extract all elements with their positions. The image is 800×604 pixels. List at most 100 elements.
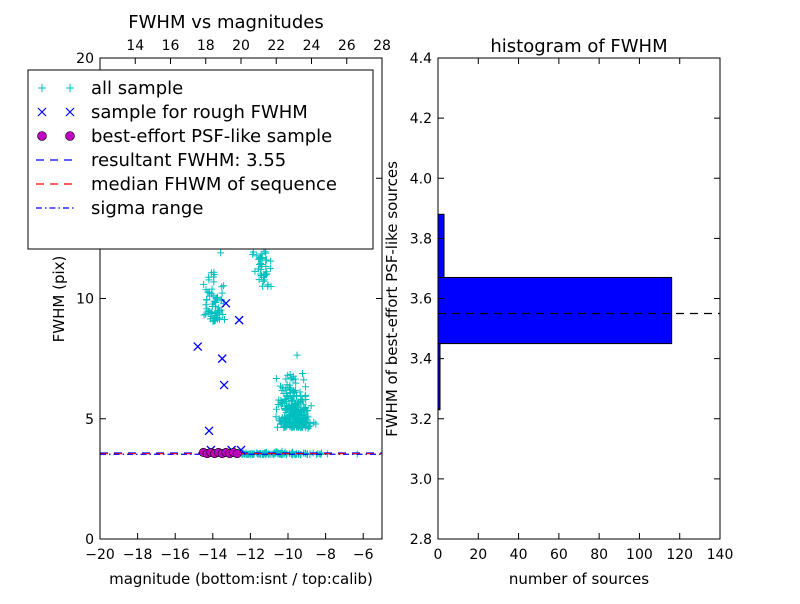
all-sample-point	[289, 422, 297, 430]
rough-sample-point	[219, 380, 229, 390]
all-sample-point	[295, 422, 303, 430]
y-tick-label: 2.8	[410, 532, 432, 548]
y-tick-label: 20	[76, 51, 94, 67]
left-chart: FWHM vs magnitudes −20 −18 −16 −14 −12 −10 −8 −…	[27, 12, 391, 588]
all-sample-point	[281, 423, 289, 431]
y-tick-label: 3.2	[410, 412, 432, 428]
y-tick-label: 4.4	[410, 51, 432, 67]
all-sample-point	[282, 418, 290, 426]
all-sample-point	[202, 301, 210, 309]
top-x-tick-label: 14	[126, 38, 144, 54]
y-tick-label: 10	[76, 292, 94, 308]
all-sample-point	[210, 278, 218, 286]
rough-sample-point	[193, 342, 203, 352]
x-tick-label: −16	[160, 547, 190, 563]
all-sample-point	[305, 423, 313, 431]
all-sample-point	[294, 418, 302, 426]
histogram-bar	[437, 276, 673, 345]
histogram-bars	[437, 213, 673, 411]
psf-sample-points	[198, 447, 242, 459]
left-top-axis-ticks: 14 16 18 20 22 24 26 28	[126, 38, 391, 64]
all-sample-point	[203, 295, 211, 303]
right-axis-ticks: 0 20 40 60 80 100 120 140 2.8 3.0 3.2 3.4 3.6 3.8 4.0 4…	[410, 51, 734, 563]
all-sample-point	[274, 423, 282, 431]
all-sample-point	[282, 409, 290, 417]
all-sample-point	[300, 407, 308, 415]
all-sample-point	[255, 260, 263, 268]
y-tick-label: 5	[85, 412, 94, 428]
legend: all sample sample for rough FWHM best-effo…	[27, 69, 374, 250]
all-sample-point	[284, 404, 292, 412]
psf-sample-point	[232, 449, 242, 459]
all-sample-point	[287, 396, 295, 404]
all-sample-point	[208, 308, 216, 316]
all-sample-point	[209, 300, 217, 308]
all-sample-point	[266, 264, 274, 272]
all-sample-point	[302, 414, 310, 422]
top-x-tick-label: 16	[162, 38, 180, 54]
legend-marker	[37, 107, 47, 117]
all-sample-point	[281, 395, 289, 403]
rough-sample-point	[217, 354, 227, 364]
x-tick-label: 120	[666, 547, 693, 563]
all-sample-point	[200, 311, 208, 319]
legend-marker	[66, 84, 74, 92]
rough-sample-point	[221, 298, 231, 308]
x-tick-label: −6	[353, 547, 374, 563]
all-sample-point	[298, 369, 306, 377]
x-tick-label: −18	[123, 547, 153, 563]
all-sample-point	[207, 312, 215, 320]
all-sample-point	[267, 282, 275, 290]
all-sample-point	[272, 413, 280, 421]
all-sample-point	[210, 270, 218, 278]
all-sample-point	[258, 282, 266, 290]
all-sample-point	[292, 379, 300, 387]
all-sample-point	[204, 307, 212, 315]
all-sample-point	[255, 255, 263, 263]
x-tick-label: 0	[434, 547, 443, 563]
rough-sample-point	[234, 315, 244, 325]
legend-entries: all sample sample for rough FWHM best-effo…	[36, 78, 337, 219]
all-sample-point	[258, 254, 266, 262]
legend-label: median FHWM of sequence	[91, 174, 337, 195]
legend-box	[27, 69, 374, 250]
x-tick-label: −14	[198, 547, 228, 563]
legend-label: sample for rough FWHM	[91, 102, 308, 123]
all-sample-point	[267, 257, 275, 265]
legend-label: sigma range	[91, 198, 203, 219]
right-y-axis-label: FWHM of best-effort PSF-like sources	[383, 161, 401, 437]
x-tick-label: 40	[510, 547, 528, 563]
all-sample-point	[277, 419, 285, 427]
legend-label: all sample	[91, 78, 183, 99]
all-sample-point	[293, 351, 301, 359]
all-sample-point	[213, 294, 221, 302]
all-sample-point	[255, 276, 263, 284]
top-x-tick-label: 26	[338, 38, 356, 54]
legend-marker	[65, 131, 75, 141]
all-sample-point	[300, 376, 308, 384]
top-x-tick-label: 24	[303, 38, 321, 54]
all-sample-point	[200, 280, 208, 288]
x-tick-label: 60	[550, 547, 568, 563]
right-chart-title: histogram of FWHM	[490, 36, 667, 57]
all-sample-point	[288, 397, 296, 405]
all-sample-point	[261, 270, 269, 278]
all-sample-point	[291, 417, 299, 425]
all-sample-point	[296, 388, 304, 396]
all-sample-point	[264, 281, 272, 289]
legend-label: resultant FWHM: 3.55	[91, 150, 286, 171]
all-sample-point	[283, 381, 291, 389]
top-x-tick-label: 20	[232, 38, 250, 54]
all-sample-point	[218, 283, 226, 291]
all-sample-point	[280, 389, 288, 397]
top-x-tick-label: 22	[267, 38, 285, 54]
all-sample-point	[217, 249, 225, 257]
all-sample-point	[257, 250, 265, 258]
all-sample-point	[317, 449, 325, 457]
all-sample-point	[273, 405, 281, 413]
all-sample-point	[304, 424, 312, 432]
all-sample-point	[301, 420, 309, 428]
all-sample-point	[254, 265, 262, 273]
x-tick-label: −8	[315, 547, 336, 563]
